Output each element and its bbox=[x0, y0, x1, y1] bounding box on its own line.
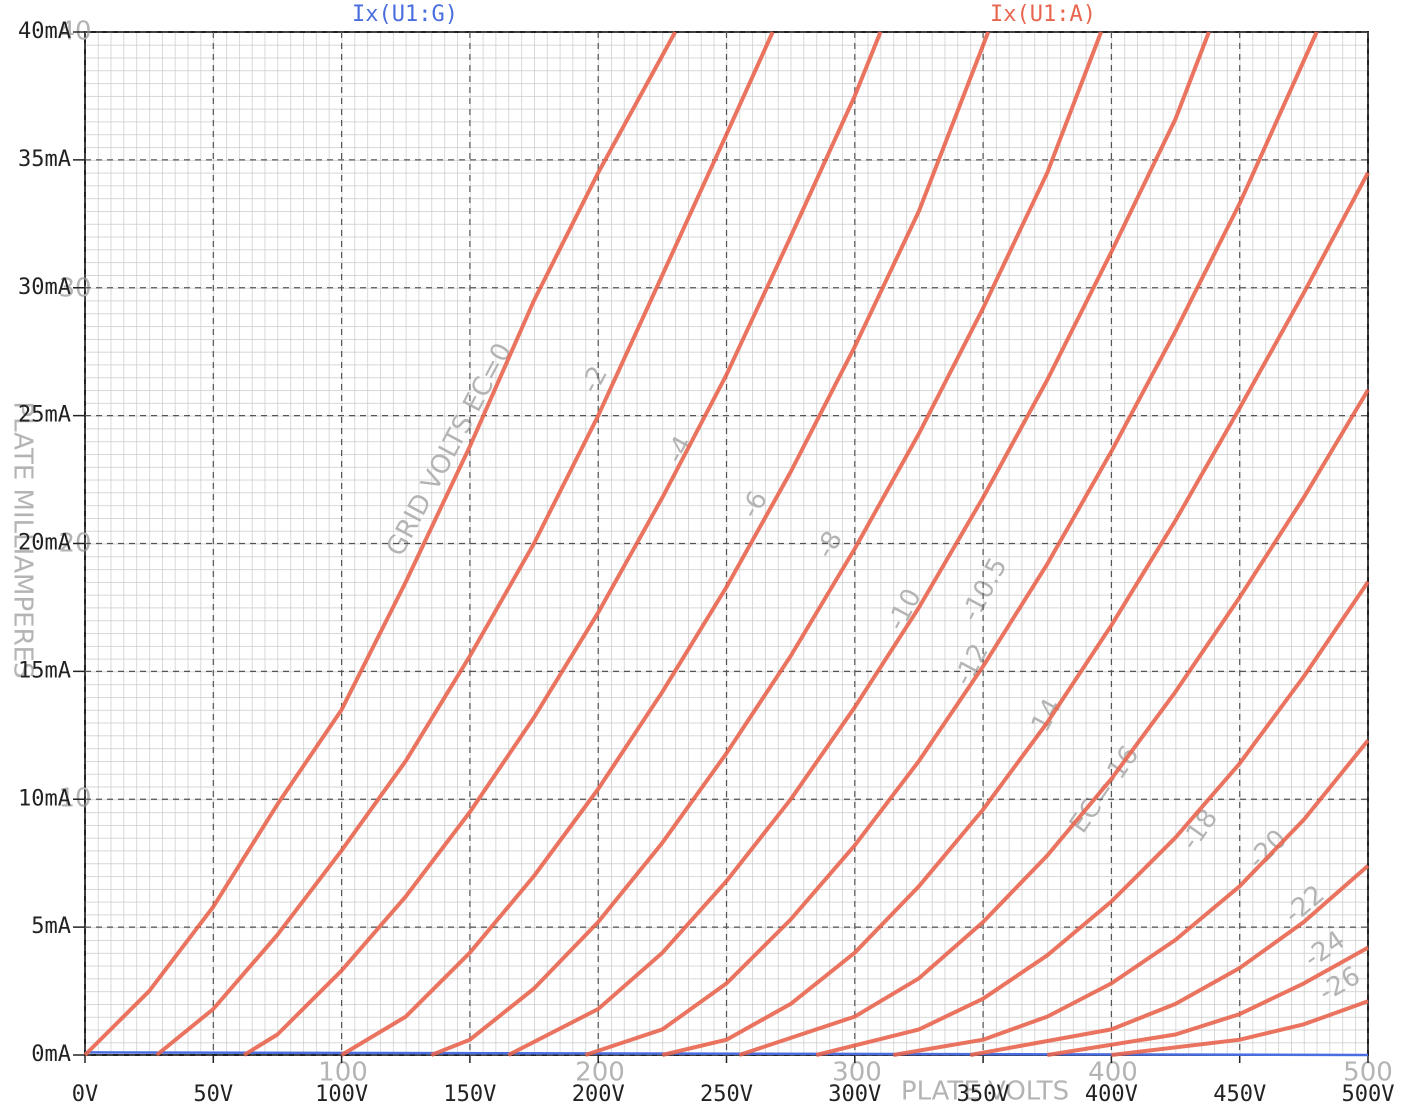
y-tick-label: 10mA bbox=[18, 786, 71, 811]
legend-entry: Ix(U1:G) bbox=[352, 2, 458, 27]
x-tick-label: 500V bbox=[1342, 1082, 1395, 1107]
scan-label: PLATE VOLTS bbox=[901, 1077, 1069, 1107]
x-tick-label: 0V bbox=[72, 1082, 99, 1107]
x-tick-label: 150V bbox=[443, 1082, 496, 1107]
plate-curve bbox=[1046, 945, 1369, 1057]
scan-label: 100 bbox=[318, 1058, 368, 1088]
x-tick-label: 50V bbox=[193, 1082, 233, 1107]
scan-label: 400 bbox=[1088, 1058, 1138, 1088]
plate-curve bbox=[507, 31, 1211, 1057]
plate-curve bbox=[340, 31, 991, 1057]
plate-curve bbox=[430, 31, 1103, 1057]
x-tick-label: 400V bbox=[1085, 1082, 1138, 1107]
x-tick-label: 100V bbox=[315, 1082, 368, 1107]
plate-curve bbox=[815, 580, 1370, 1057]
y-tick-label: 25mA bbox=[18, 403, 71, 428]
scan-label: 300 bbox=[832, 1058, 882, 1088]
plate-curve bbox=[661, 171, 1370, 1057]
x-tick-label: 200V bbox=[572, 1082, 625, 1107]
x-tick-label: 450V bbox=[1213, 1082, 1266, 1107]
grid-current bbox=[84, 1051, 1369, 1057]
y-tick-label: 15mA bbox=[18, 658, 71, 683]
plate-curve bbox=[1111, 999, 1369, 1057]
y-tick-label: 0mA bbox=[31, 1042, 71, 1067]
plate-curve bbox=[243, 31, 883, 1057]
y-tick-label: 30mA bbox=[18, 275, 71, 300]
scan-label: 200 bbox=[575, 1058, 625, 1088]
plate-curve bbox=[738, 388, 1370, 1057]
plate-curve bbox=[969, 864, 1370, 1057]
x-tick-label: 250V bbox=[700, 1082, 753, 1107]
plate-curve bbox=[155, 31, 775, 1057]
plate-curve bbox=[892, 739, 1370, 1057]
x-tick-label: 350V bbox=[957, 1082, 1010, 1107]
plate-curve bbox=[83, 31, 677, 1057]
y-tick-label: 35mA bbox=[18, 147, 71, 172]
scan-label: PLATE MILLIAMPERES bbox=[8, 401, 38, 678]
y-tick-label: 20mA bbox=[18, 531, 71, 556]
legend-entry: Ix(U1:A) bbox=[990, 2, 1096, 27]
y-tick-label: 40mA bbox=[18, 19, 71, 44]
plate-curve bbox=[584, 31, 1319, 1057]
y-tick-label: 5mA bbox=[31, 914, 71, 939]
x-tick-label: 300V bbox=[828, 1082, 881, 1107]
